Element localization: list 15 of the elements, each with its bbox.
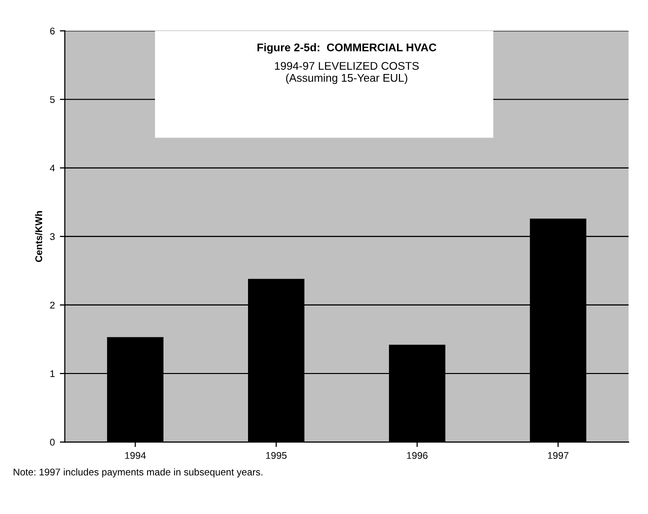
y-tick-label: 3 <box>50 233 55 240</box>
y-tick-label: 5 <box>50 96 55 103</box>
y-tick-label: 6 <box>50 28 55 34</box>
text: 1994-97 LEVELIZED COSTS (Assuming 15-Year EUL) <box>274 62 419 84</box>
text: Figure 2-5d: COMMERCIAL HVAC <box>258 43 436 54</box>
y-tick-label: 4 <box>50 164 55 172</box>
x-tick-label: 1994 <box>125 452 146 459</box>
y-tick-label: 1 <box>50 370 55 378</box>
y-axis-title: Cents/KWh <box>35 211 42 262</box>
y-tick-label: 2 <box>50 302 55 308</box>
text: Note: 1997 includes payments made in subsequent years. <box>14 468 262 478</box>
x-tick-label: 1997 <box>548 452 568 459</box>
y-tick-label: 0 <box>50 438 55 446</box>
x-tick-label: 1995 <box>266 452 287 459</box>
x-tick-label: 1996 <box>407 452 428 459</box>
